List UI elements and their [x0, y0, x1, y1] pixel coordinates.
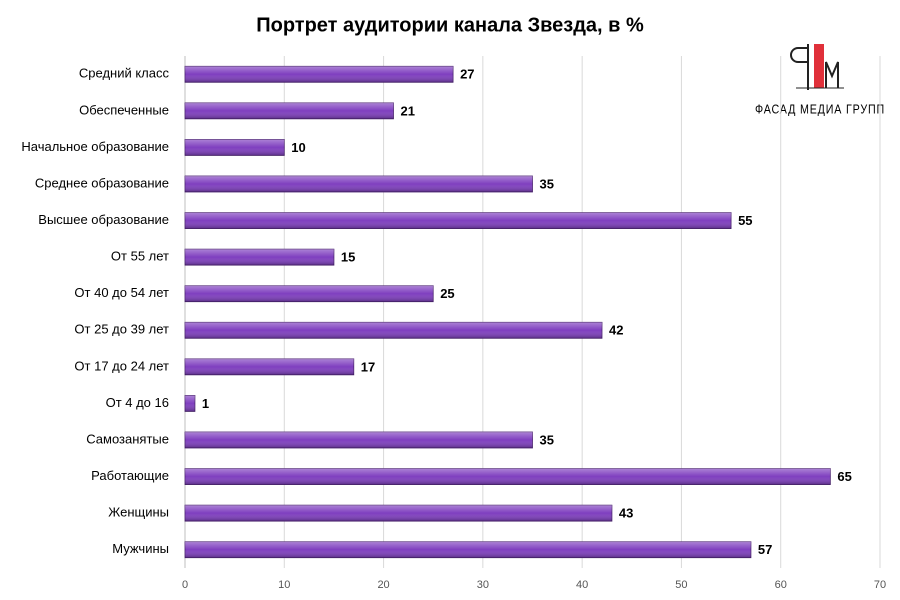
logo: ФАСАД МЕДИА ГРУПП	[755, 44, 885, 116]
bar	[184, 321, 603, 339]
value-label: 27	[460, 67, 474, 82]
y-tick-label: От 25 до 39 лет	[74, 322, 169, 337]
value-label: 55	[738, 213, 752, 228]
x-tick-label: 0	[182, 579, 188, 591]
y-tick-label: От 4 до 16	[106, 395, 169, 410]
bar	[184, 395, 196, 412]
value-label: 10	[291, 140, 305, 155]
y-tick-label: От 55 лет	[111, 249, 169, 264]
chart-title: Портрет аудитории канала Звезда, в %	[256, 14, 644, 36]
value-label: 42	[609, 323, 623, 338]
value-label: 15	[341, 250, 355, 265]
y-tick-label: Мужчины	[112, 541, 169, 556]
logo-text: ФАСАД МЕДИА ГРУПП	[755, 101, 885, 116]
x-tick-label: 30	[477, 579, 489, 591]
value-label: 25	[440, 286, 454, 301]
y-tick-label: Высшее образование	[38, 212, 169, 227]
y-tick-label: Работающие	[91, 468, 169, 483]
y-tick-label: Начальное образование	[21, 139, 169, 154]
bar	[184, 468, 831, 485]
x-tick-label: 50	[675, 579, 687, 591]
bar	[184, 65, 454, 83]
x-tick-label: 60	[775, 579, 787, 591]
value-label: 43	[619, 506, 633, 521]
bar	[184, 102, 394, 120]
bar	[184, 248, 335, 266]
value-label: 17	[361, 359, 375, 374]
logo-shape	[825, 61, 839, 88]
bar	[184, 541, 752, 559]
x-tick-label: 10	[278, 579, 290, 591]
y-tick-label: Женщины	[108, 505, 169, 520]
bar	[184, 139, 285, 156]
bar	[184, 431, 533, 449]
value-label: 35	[540, 176, 554, 191]
bar	[184, 358, 355, 376]
x-tick-label: 70	[874, 579, 886, 591]
value-label: 1	[202, 396, 209, 411]
bar	[184, 212, 732, 229]
value-label: 57	[758, 542, 772, 557]
bar	[184, 285, 434, 303]
bar	[184, 175, 533, 193]
y-tick-label: От 40 до 54 лет	[74, 285, 169, 300]
y-tick-label: Среднее образование	[35, 175, 169, 190]
x-tick-label: 40	[576, 579, 588, 591]
x-tick-label: 20	[377, 579, 389, 591]
logo-shape	[790, 47, 808, 63]
y-tick-label: Самозанятые	[86, 431, 169, 446]
bar	[184, 504, 613, 522]
value-label: 35	[540, 432, 554, 447]
logo-shape	[814, 44, 824, 88]
y-tick-label: Обеспеченные	[79, 102, 169, 117]
y-tick-label: От 17 до 24 лет	[74, 358, 169, 373]
value-label: 21	[401, 103, 415, 118]
value-label: 65	[837, 469, 851, 484]
y-tick-label: Средний класс	[79, 66, 170, 81]
